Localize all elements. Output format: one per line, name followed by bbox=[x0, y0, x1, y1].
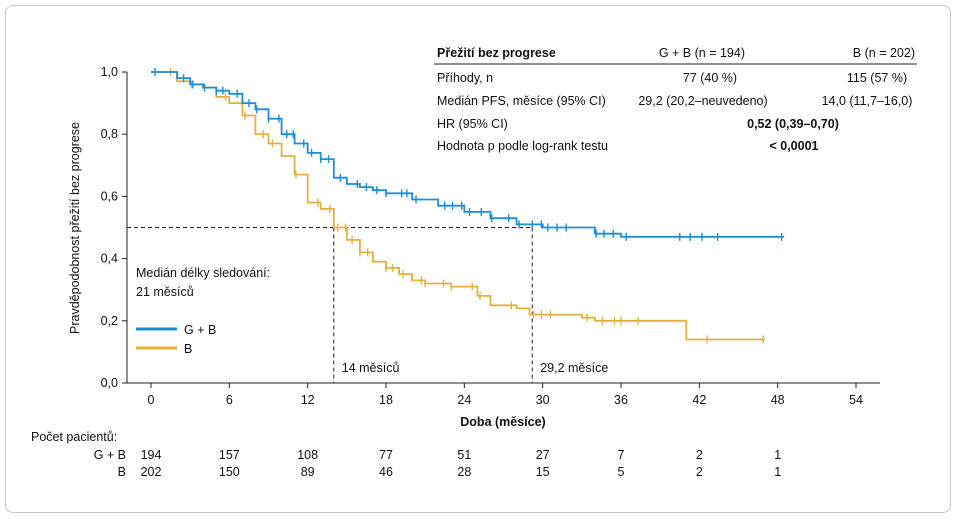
risk-value: 15 bbox=[536, 465, 550, 479]
risk-value: 150 bbox=[219, 465, 240, 479]
risk-value: 46 bbox=[379, 465, 393, 479]
risk-value: 2 bbox=[696, 465, 703, 479]
survival-curve-b bbox=[151, 71, 765, 341]
risk-value: 27 bbox=[536, 448, 550, 462]
risk-value: 5 bbox=[618, 465, 625, 479]
x-tick-label: 42 bbox=[692, 393, 706, 407]
stats-row0-label: Příhody, n bbox=[437, 71, 493, 85]
stats-row3-value: < 0,0001 bbox=[769, 139, 818, 153]
risk-value: 1 bbox=[774, 465, 781, 479]
y-ticks: 0,0 0,2 0,4 0,6 0,8 1,0 bbox=[101, 65, 127, 390]
risk-value: 1 bbox=[774, 448, 781, 462]
risk-row-label-b: B bbox=[118, 465, 126, 479]
risk-value: 89 bbox=[301, 465, 315, 479]
survival-curves bbox=[151, 68, 785, 344]
stats-table: Přežití bez progrese G + B (n = 194) B (… bbox=[434, 46, 917, 153]
risk-value: 7 bbox=[618, 448, 625, 462]
y-tick-label: 0,6 bbox=[101, 189, 118, 203]
legend-label-gb: G + B bbox=[184, 323, 216, 337]
stats-header-col1: G + B (n = 194) bbox=[659, 46, 745, 60]
stats-row2-value: 0,52 (0,39–0,70) bbox=[747, 117, 839, 131]
median-label: 29,2 měsíce bbox=[540, 361, 608, 375]
y-tick-label: 0,0 bbox=[101, 376, 118, 390]
risk-value: 194 bbox=[141, 448, 162, 462]
x-tick-label: 24 bbox=[457, 393, 471, 407]
stats-row2-label: HR (95% CI) bbox=[437, 117, 508, 131]
risk-row-b-values: 202 150 89 46 28 15 5 2 1 bbox=[141, 465, 782, 479]
y-axis-label: Pravděpodobnost přežití bez progrese bbox=[68, 122, 82, 334]
y-tick-label: 0,4 bbox=[101, 252, 118, 266]
stats-header-col0: Přežití bez progrese bbox=[437, 46, 556, 60]
x-tick-label: 36 bbox=[614, 393, 628, 407]
risk-value: 2 bbox=[696, 448, 703, 462]
risk-row-gb-values: 194 157 108 77 51 27 7 2 1 bbox=[141, 448, 782, 462]
legend-label-b: B bbox=[184, 342, 192, 356]
risk-value: 202 bbox=[141, 465, 162, 479]
risk-value: 51 bbox=[457, 448, 471, 462]
x-tick-label: 30 bbox=[536, 393, 550, 407]
stats-row0-gb: 77 (40 %) bbox=[683, 71, 737, 85]
risk-table-title: Počet pacientů: bbox=[31, 430, 117, 444]
stats-row3-label: Hodnota p podle log-rank testu bbox=[437, 139, 608, 153]
risk-table: Počet pacientů: G + B B 194 157 108 77 51 27 7… bbox=[31, 430, 781, 479]
stats-row1-gb: 29,2 (20,2–neuvedeno) bbox=[638, 94, 767, 108]
x-axis-label: Doba (měsíce) bbox=[460, 415, 545, 429]
y-tick-label: 1,0 bbox=[101, 65, 118, 79]
risk-value: 108 bbox=[297, 448, 318, 462]
legend: G + B B bbox=[136, 323, 216, 356]
x-tick-label: 12 bbox=[301, 393, 315, 407]
stats-row1-b: 14,0 (11,7–16,0) bbox=[822, 94, 913, 108]
x-tick-label: 48 bbox=[771, 393, 785, 407]
x-tick-label: 0 bbox=[148, 393, 155, 407]
x-ticks: 0 6 12 18 24 30 36 42 48 54 bbox=[148, 383, 863, 407]
figure-frame bbox=[5, 5, 951, 513]
x-tick-label: 18 bbox=[379, 393, 393, 407]
risk-value: 157 bbox=[219, 448, 240, 462]
x-tick-label: 54 bbox=[849, 393, 863, 407]
risk-value: 28 bbox=[457, 465, 471, 479]
median-lines: 14 měsíců 29,2 měsíce bbox=[127, 227, 608, 383]
followup-annotation-line1: Medián délky sledování: bbox=[136, 266, 270, 280]
y-tick-label: 0,2 bbox=[101, 314, 118, 328]
stats-row0-b: 115 (57 %) bbox=[847, 71, 907, 85]
followup-annotation-line2: 21 měsíců bbox=[136, 285, 194, 299]
stats-header-col2: B (n = 202) bbox=[853, 46, 915, 60]
risk-value: 77 bbox=[379, 448, 393, 462]
x-tick-label: 6 bbox=[226, 393, 233, 407]
median-label: 14 měsíců bbox=[342, 361, 400, 375]
stats-row1-label: Medián PFS, měsíce (95% CI) bbox=[437, 94, 606, 108]
risk-row-label-gb: G + B bbox=[94, 448, 126, 462]
y-tick-label: 0,8 bbox=[101, 127, 118, 141]
